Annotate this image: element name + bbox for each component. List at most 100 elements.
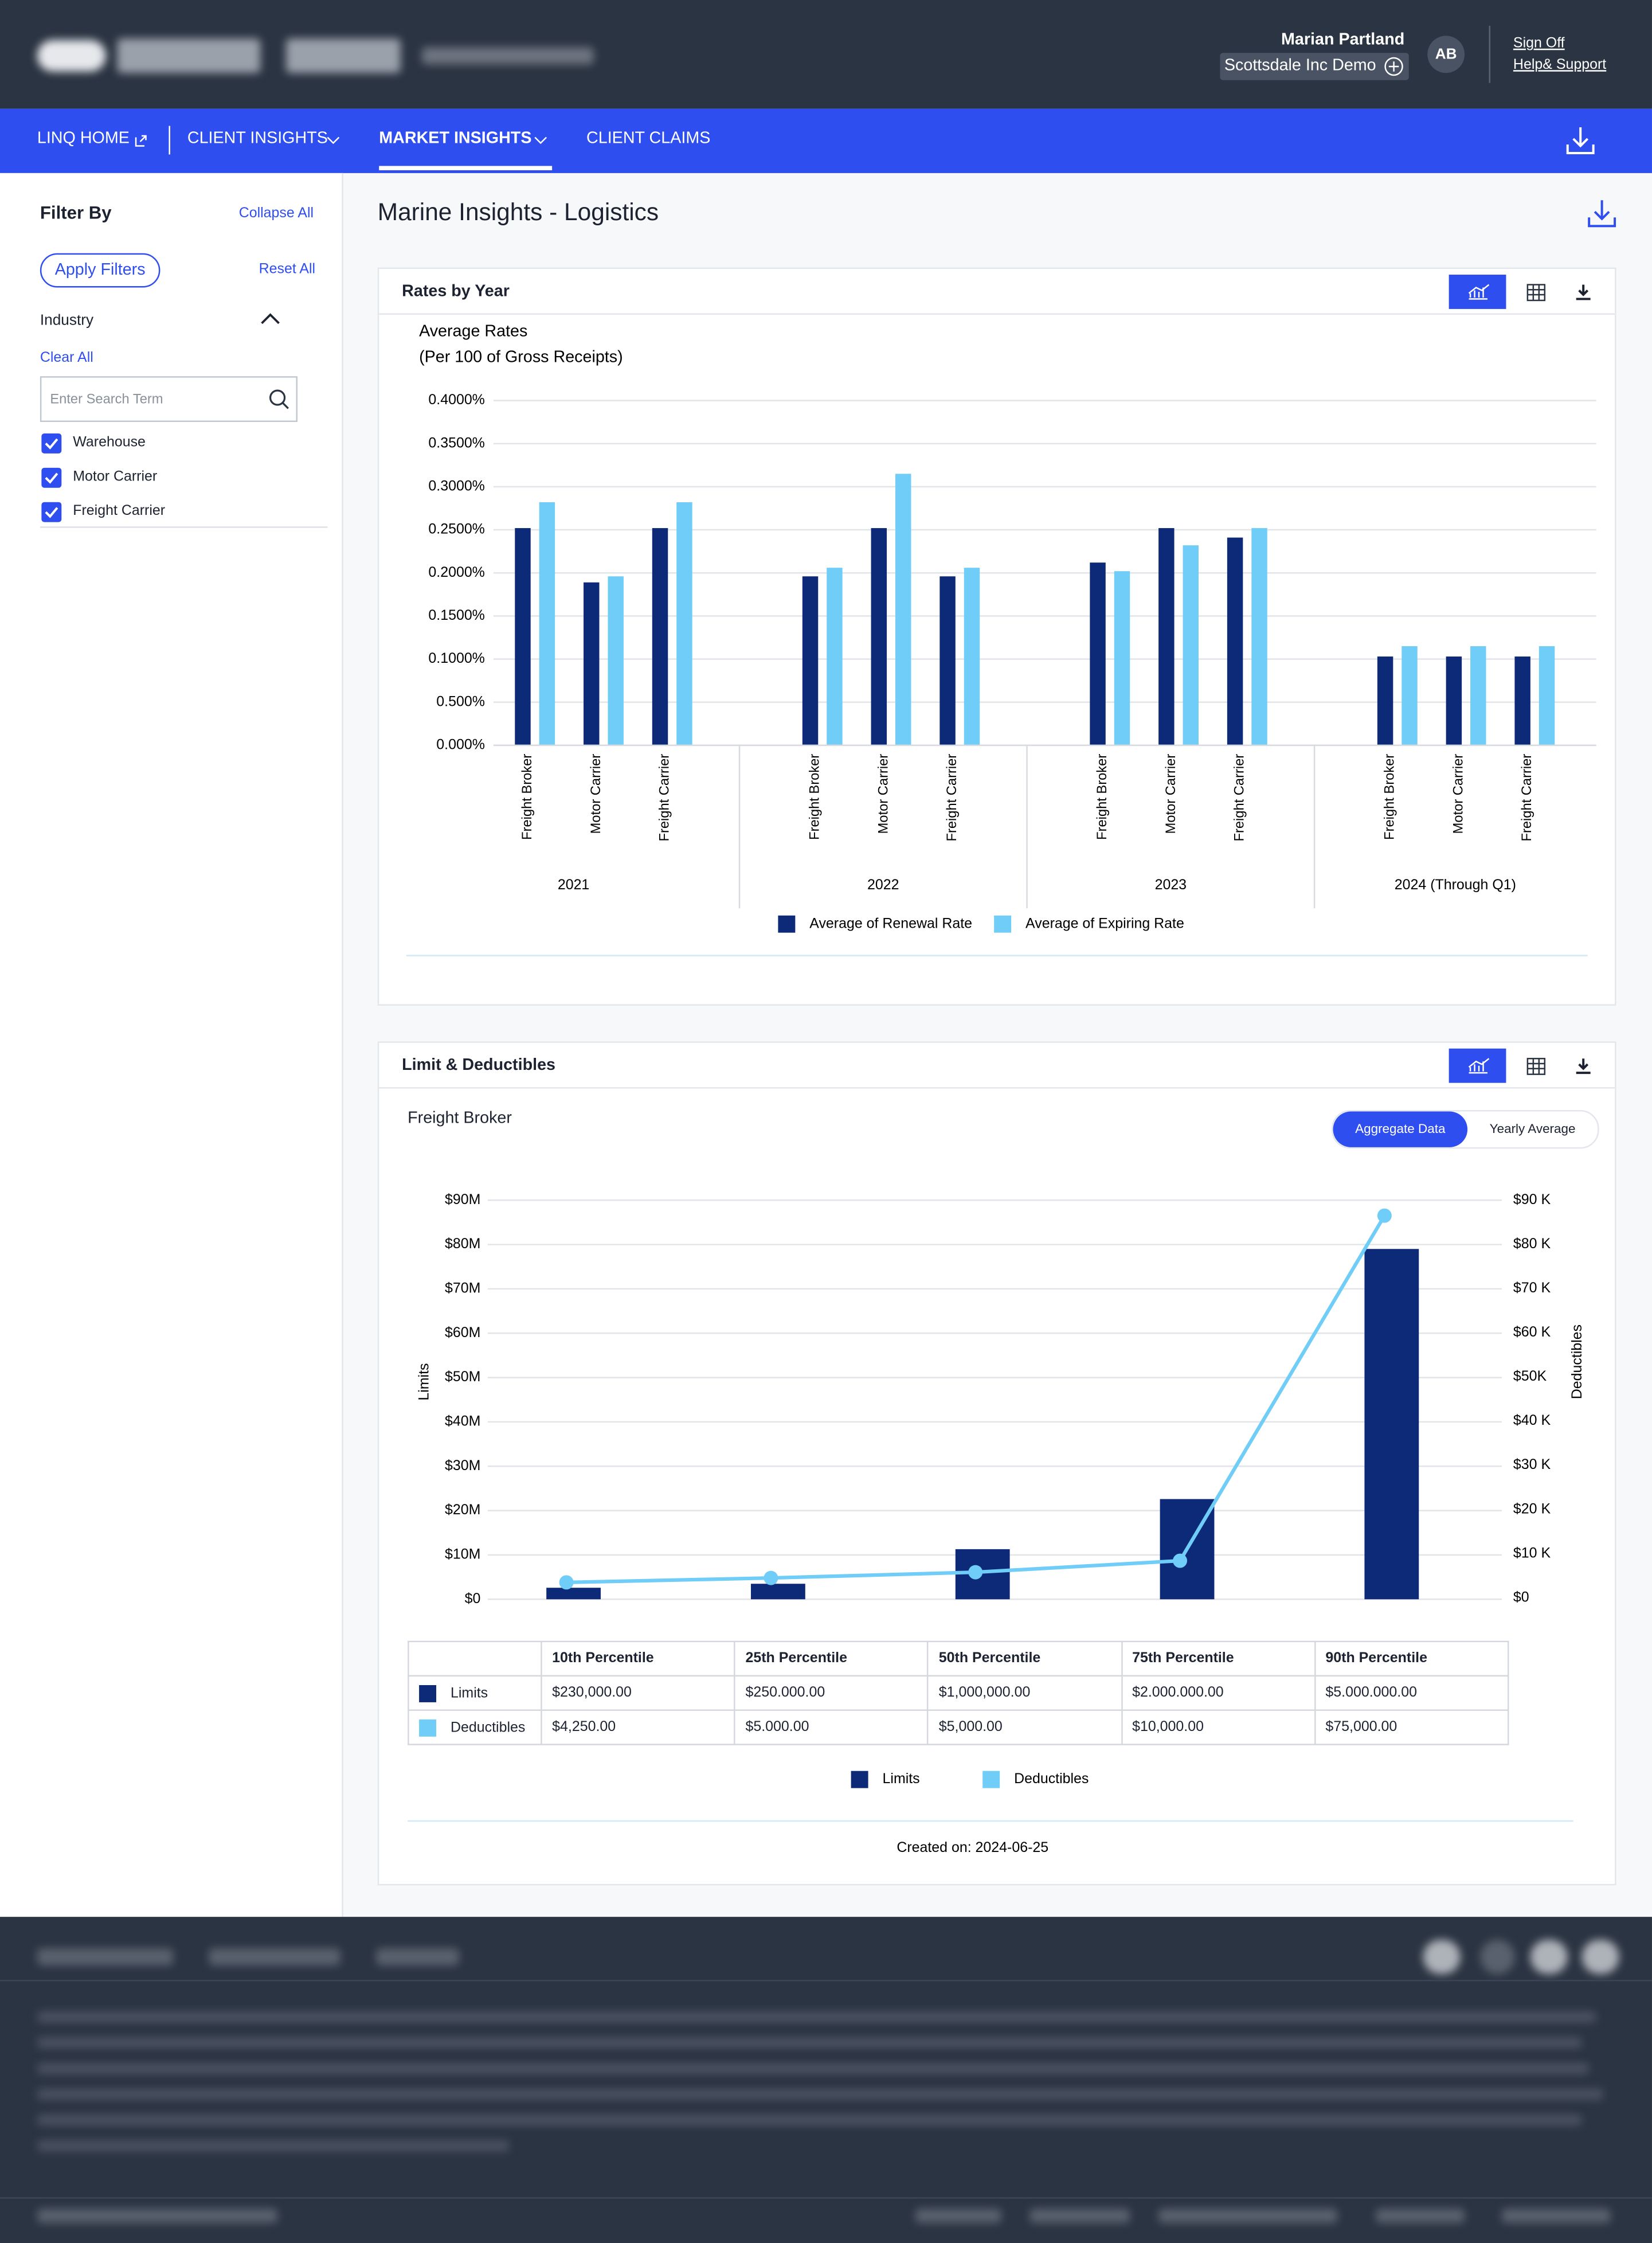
point <box>1377 1208 1392 1223</box>
table-row-name: Deductibles <box>450 1720 526 1736</box>
table-header-cell: 75th Percentile <box>1121 1640 1316 1677</box>
bar <box>676 502 692 745</box>
account-name[interactable]: Scottsdale Inc Demo <box>1224 57 1376 75</box>
apply-filters-button[interactable]: Apply Filters <box>40 253 160 288</box>
table-row-name: Limits <box>450 1685 488 1701</box>
bar <box>1158 528 1175 745</box>
y2-tick-label: $60 K <box>1513 1324 1551 1340</box>
avatar[interactable]: AB <box>1427 36 1465 73</box>
toggle-aggregate[interactable]: Aggregate Data <box>1333 1111 1468 1147</box>
point <box>968 1565 983 1580</box>
y-tick-label: $20M <box>445 1502 480 1518</box>
logo <box>117 38 261 73</box>
clear-all[interactable]: Clear All <box>40 350 93 366</box>
y-tick-label: 0.1500% <box>428 607 484 623</box>
bar <box>1402 646 1418 745</box>
bar <box>827 568 843 745</box>
bar <box>584 582 600 745</box>
legend-label: Limits <box>883 1771 920 1787</box>
reset-all[interactable]: Reset All <box>259 261 316 278</box>
table-view-button[interactable] <box>1526 283 1546 302</box>
filter-title: Filter By <box>40 203 112 224</box>
divider <box>40 526 328 528</box>
search-icon[interactable] <box>268 388 291 411</box>
nav-item[interactable]: CLIENT CLAIMS <box>586 130 711 147</box>
divider <box>0 1979 1652 1982</box>
table-header-row: 10th Percentile 25th Percentile 50th Perce… <box>408 1640 1509 1677</box>
y-tick-label: 0.2000% <box>428 564 484 580</box>
line <box>566 1214 1387 1584</box>
footer <box>0 1917 1652 2243</box>
download-icon[interactable] <box>1586 197 1618 229</box>
section-title: Industry <box>40 311 94 329</box>
chart-view-button[interactable] <box>1449 275 1506 309</box>
y-tick-label: 0.3000% <box>428 478 484 494</box>
card-download[interactable] <box>1575 1057 1592 1076</box>
y2-tick-label: $10 K <box>1513 1545 1551 1561</box>
chart-view-button[interactable] <box>1449 1048 1506 1083</box>
checkbox[interactable] <box>41 433 62 454</box>
download-icon[interactable] <box>1565 124 1596 156</box>
y-axis-title: Average Rates <box>419 322 527 340</box>
divider <box>1489 25 1490 83</box>
footer-link <box>37 1948 173 1965</box>
nav-item-active[interactable]: MARKET INSIGHTS <box>379 130 532 147</box>
point <box>764 1570 778 1585</box>
table-header-cell: 25th Percentile <box>734 1640 929 1677</box>
checkbox-label[interactable]: Freight Carrier <box>73 503 166 519</box>
collapse-chevron[interactable] <box>259 312 282 326</box>
bar <box>1364 1249 1419 1600</box>
table-view-button[interactable] <box>1526 1057 1546 1076</box>
toggle-yearly[interactable]: Yearly Average <box>1489 1122 1576 1136</box>
logo <box>422 47 594 65</box>
table-cell: $250.000.00 <box>734 1675 929 1711</box>
collapse-all[interactable]: Collapse All <box>238 206 314 222</box>
checkbox-label[interactable]: Motor Carrier <box>73 469 158 485</box>
y-tick-label: $30M <box>445 1457 480 1474</box>
sign-off-link[interactable]: Sign Off <box>1513 36 1565 52</box>
bar <box>939 576 956 745</box>
legend-swatch <box>851 1771 868 1788</box>
data-table: 10th Percentile 25th Percentile 50th Perce… <box>408 1640 1509 1745</box>
card-title: Limit & Deductibles <box>402 1057 556 1074</box>
search-placeholder: Enter Search Term <box>50 392 163 408</box>
y-tick-label: $90M <box>445 1191 480 1208</box>
y2-tick-label: $70 K <box>1513 1280 1551 1296</box>
y-axis-title: (Per 100 of Gross Receipts) <box>419 347 623 366</box>
y-tick-label: $60M <box>445 1324 480 1341</box>
x-tick-label: Motor Carrier <box>1451 754 1466 834</box>
nav-item[interactable]: CLIENT INSIGHTS <box>187 130 328 147</box>
table-cell: $2.000.000.00 <box>1121 1675 1316 1711</box>
bar <box>546 1588 601 1600</box>
checkbox[interactable] <box>41 502 62 522</box>
nav-item[interactable]: LINQ HOME <box>37 130 130 147</box>
bar <box>1377 657 1393 745</box>
checkbox[interactable] <box>41 467 62 488</box>
table-swatch <box>419 1684 437 1702</box>
point <box>1173 1553 1188 1568</box>
x-tick-label: Motor Carrier <box>1164 754 1179 834</box>
divider <box>379 1087 1615 1089</box>
y-tick-label: 0.4000% <box>428 392 484 408</box>
y2-tick-label: $30 K <box>1513 1456 1551 1472</box>
table-cell: $1,000,000.00 <box>927 1675 1122 1711</box>
help-link[interactable]: Help& Support <box>1513 57 1607 73</box>
created-on: Created on: 2024-06-25 <box>897 1839 1048 1855</box>
account-selector[interactable]: Scottsdale Inc Demo <box>1220 53 1409 80</box>
search-input[interactable]: Enter Search Term <box>40 376 298 422</box>
add-icon[interactable] <box>1383 56 1404 77</box>
bar <box>871 528 887 745</box>
card-download[interactable] <box>1575 283 1592 302</box>
table-header-cell: 50th Percentile <box>927 1640 1122 1677</box>
checkbox-label[interactable]: Warehouse <box>73 435 146 451</box>
legend-swatch <box>778 915 796 933</box>
active-underline <box>379 166 553 170</box>
social-icon <box>1480 1940 1515 1974</box>
table-cell: $4,250.00 <box>541 1709 736 1745</box>
table-cell: $230,000.00 <box>541 1675 736 1711</box>
footer-text <box>37 2037 1582 2049</box>
group-label: 2024 (Through Q1) <box>1395 877 1516 893</box>
y2-tick-label: $40 K <box>1513 1412 1551 1428</box>
footer-text <box>37 2088 1604 2100</box>
